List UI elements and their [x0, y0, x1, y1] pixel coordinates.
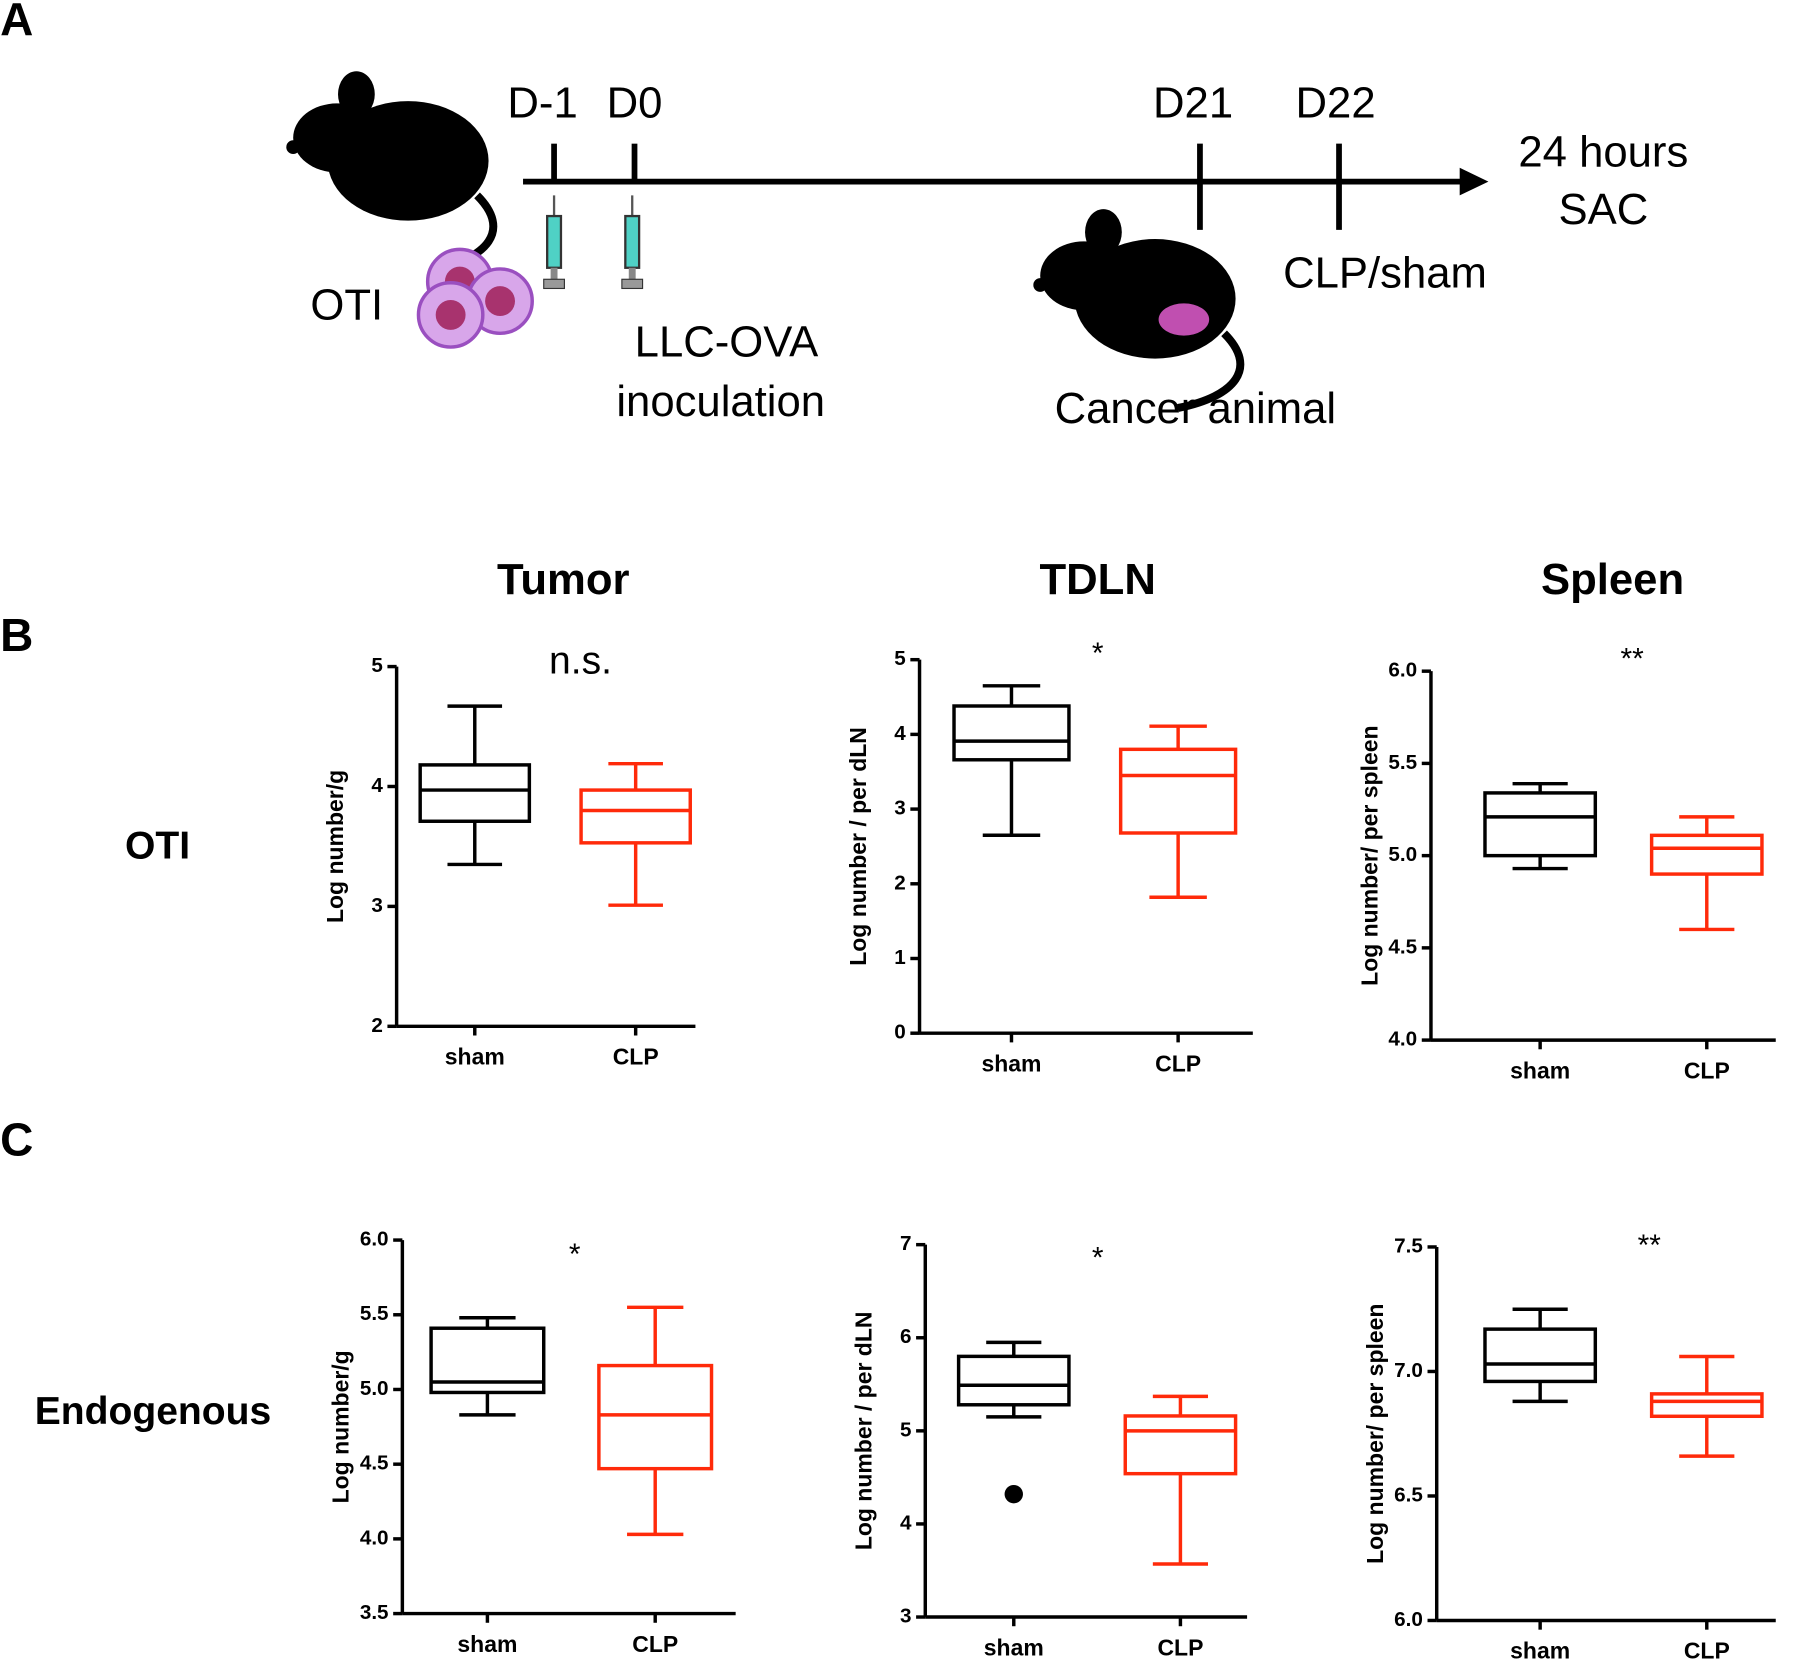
cells-label: OTI [310, 281, 383, 330]
y-tick-label: 4.0 [360, 1526, 389, 1549]
day-label: D21 [1153, 78, 1233, 127]
y-tick-label: 7 [900, 1232, 911, 1255]
box [1483, 1327, 1598, 1384]
box [956, 1354, 1071, 1407]
annotation: ** [1638, 1229, 1662, 1262]
x-tick-label: sham [445, 1044, 505, 1070]
x-tick-label: sham [984, 1634, 1044, 1660]
y-tick-label: 5.5 [1388, 751, 1417, 774]
y-tick-label: 5.0 [1388, 843, 1417, 866]
panel-label: A [0, 0, 33, 45]
syringe-icon [620, 194, 644, 290]
y-tick-label: 0 [894, 1021, 905, 1044]
x-tick-label: CLP [1155, 1050, 1201, 1076]
box [597, 1363, 714, 1471]
y-tick-label: 6.0 [360, 1228, 389, 1251]
box [1118, 747, 1238, 835]
annotation: * [1092, 1241, 1104, 1274]
y-tick-label: 5.5 [360, 1302, 389, 1325]
box [1649, 833, 1764, 876]
box [1123, 1414, 1238, 1476]
box [1483, 791, 1598, 858]
y-tick-label: 7.5 [1394, 1234, 1423, 1257]
y-tick-label: 6.0 [1388, 659, 1417, 682]
y-tick-label: 4.5 [1388, 935, 1417, 958]
box [579, 788, 692, 845]
y-tick-label: 6 [900, 1325, 911, 1348]
y-tick-label: 6.5 [1394, 1483, 1423, 1506]
y-tick-label: 3 [894, 797, 905, 820]
outlier [1004, 1484, 1023, 1504]
x-tick-label: sham [1510, 1638, 1570, 1663]
mouse-icon [286, 71, 493, 270]
annotation: n.s. [549, 639, 612, 682]
column-title: Tumor [497, 555, 630, 604]
y-axis-label: Log number/g [328, 1350, 354, 1503]
y-tick-label: 4 [900, 1511, 912, 1534]
y-axis-label: Log number/g [322, 770, 348, 923]
y-tick-label: 2 [894, 871, 905, 894]
column-title: Spleen [1541, 555, 1684, 604]
y-tick-label: 7.0 [1394, 1359, 1423, 1382]
day-label: D-1 [507, 78, 577, 127]
annotation: ** [1620, 643, 1644, 676]
y-tick-label: 3.5 [360, 1601, 389, 1624]
injection-label: LLC-OVA [635, 317, 819, 366]
y-axis-label: Log number/ per spleen [1362, 1304, 1388, 1564]
y-tick-label: 5 [371, 654, 383, 677]
y-tick-label: 5 [894, 647, 905, 670]
y-tick-label: 1 [894, 946, 905, 969]
end-label: 24 hours [1518, 128, 1688, 177]
cell-icon [416, 280, 485, 349]
box [952, 704, 1071, 762]
injection-label: inoculation [616, 377, 825, 426]
row-label: Endogenous [35, 1390, 272, 1433]
end-label: SAC [1558, 185, 1648, 234]
mouse-icon [1033, 209, 1240, 408]
y-axis-label: Log number / per dLN [845, 727, 871, 966]
tumor-icon [1158, 303, 1210, 336]
arrow-head [1459, 167, 1489, 196]
y-tick-label: 2 [371, 1014, 383, 1037]
y-tick-label: 4.0 [1388, 1028, 1417, 1051]
day-label: D22 [1296, 78, 1376, 127]
y-tick-label: 5 [900, 1418, 911, 1441]
y-tick-label: 4.5 [360, 1452, 389, 1475]
panel-label: C [0, 1114, 33, 1166]
x-tick-label: CLP [632, 1631, 678, 1657]
x-tick-label: CLP [1157, 1634, 1203, 1660]
y-axis-label: Log number/ per spleen [1356, 725, 1382, 985]
y-axis-label: Log number / per dLN [851, 1312, 877, 1551]
x-tick-label: CLP [1684, 1057, 1730, 1083]
y-tick-label: 5.0 [360, 1377, 389, 1400]
row-label: OTI [125, 824, 190, 867]
x-tick-label: sham [981, 1050, 1041, 1076]
box [1649, 1392, 1764, 1419]
x-tick-label: CLP [1684, 1638, 1730, 1663]
annotation: * [569, 1238, 581, 1271]
x-tick-label: sham [457, 1631, 517, 1657]
y-tick-label: 6.0 [1394, 1608, 1423, 1631]
annotation: * [1092, 637, 1104, 670]
syringe-icon [542, 194, 566, 290]
x-tick-label: CLP [613, 1044, 659, 1070]
y-tick-label: 4 [371, 774, 383, 797]
x-tick-label: sham [1510, 1057, 1570, 1083]
panel-label: B [0, 609, 33, 661]
surgery-label: CLP/sham [1283, 248, 1487, 297]
day-label: D0 [607, 78, 663, 127]
y-tick-label: 4 [894, 722, 906, 745]
box [429, 1326, 546, 1395]
box [418, 763, 532, 823]
column-title: TDLN [1039, 555, 1155, 604]
animal-label: Cancer animal [1055, 384, 1336, 433]
y-tick-label: 3 [371, 894, 383, 917]
y-tick-label: 3 [900, 1604, 911, 1627]
timeline: D-1 D0 D21 D22 24 hours SAC OTI LLC-OVA … [286, 71, 1688, 433]
